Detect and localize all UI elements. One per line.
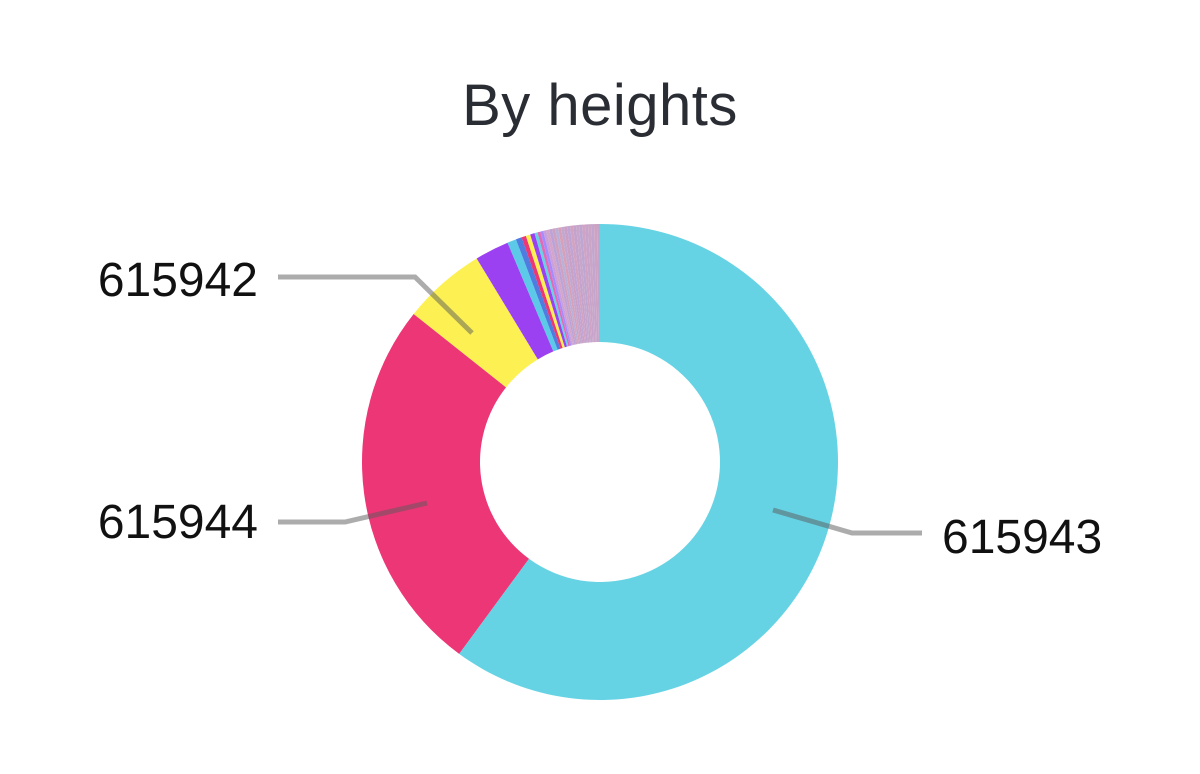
slice-6 [521,235,563,349]
callouts-layer: 615942 615944 615943 [98,254,1102,564]
slice-11 [540,230,572,346]
slice-23 [575,224,590,343]
chart-title: By heights [462,73,738,138]
slice-4 [507,239,558,352]
slice-18 [560,226,582,344]
slice-22 [572,225,588,343]
slice-8 [530,233,567,348]
slices-layer [362,224,839,700]
slice-10 [537,231,570,347]
slice-15 [552,228,578,345]
slice-16 [555,227,579,345]
slice-29 [593,224,599,343]
slice-30 [596,224,600,343]
slice-28 [590,224,597,343]
slice-13 [546,229,575,346]
slice-5 [515,237,561,350]
callout-line-615942 [278,274,474,335]
slice-25 [581,224,593,343]
slice-27 [587,224,596,343]
slice-26 [584,224,594,343]
slice-12 [543,230,573,346]
slice-20 [566,225,585,344]
slice-9 [534,232,569,347]
callout-line-615943 [772,507,922,536]
slice-19 [563,226,584,344]
slice-17 [558,227,581,344]
slice-3 [476,242,554,360]
slice-24 [578,224,591,343]
callout-label-615944: 615944 [98,496,258,549]
slice-14 [549,228,576,345]
callout-label-615942: 615942 [98,254,258,307]
slice-21 [569,225,587,343]
callout-label-615943: 615943 [942,511,1102,564]
slice-615942 [413,258,538,388]
callout-line-615944 [278,500,428,525]
slice-615944 [362,313,529,654]
slice-615943 [459,224,839,700]
slice-7 [525,234,565,348]
